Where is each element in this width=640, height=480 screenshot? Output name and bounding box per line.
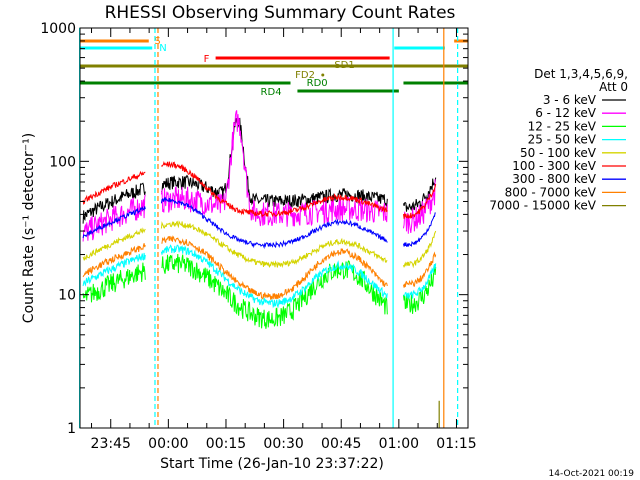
y-tick-label: 10 (58, 288, 76, 304)
flag-label: S (154, 36, 160, 47)
legend-entry-label: 800 - 7000 keV (505, 185, 597, 199)
x-tick-label: 00:00 (148, 436, 188, 452)
series-line (82, 244, 437, 309)
legend-entry-label: 50 - 100 keV (520, 146, 597, 160)
series-line (82, 160, 437, 219)
legend-entry-label: 7000 - 15000 keV (489, 199, 596, 213)
x-tick-label: 01:15 (436, 436, 476, 452)
y-tick-label: 1 (67, 421, 76, 437)
chart-title: RHESSI Observing Summary Count Rates (105, 3, 456, 23)
legend-header-line2: Att 0 (599, 80, 628, 94)
flag-label: RD4 (261, 87, 282, 98)
flag-label: FD2 (295, 70, 315, 81)
y-axis-ticks: 1 10 100 1000 (40, 21, 468, 437)
legend-entry-label: 25 - 50 keV (528, 133, 597, 147)
series-line (82, 196, 436, 250)
plot-frame (79, 27, 469, 429)
legend-header-line1: Det 1,3,4,5,6,9, (534, 67, 628, 81)
flag-label: SD1 (334, 60, 354, 71)
y-tick-label: 1000 (40, 21, 76, 37)
legend-entry-label: 300 - 800 keV (512, 172, 596, 186)
x-tick-label: 01:00 (379, 436, 419, 452)
flag-label: N (159, 43, 166, 54)
x-tick-label: 23:45 (91, 436, 131, 452)
x-axis-ticks: 23:45 00:00 00:15 00:30 00:45 01:00 01:15 (91, 28, 477, 452)
x-tick-label: 00:30 (263, 436, 303, 452)
series-line (82, 235, 437, 300)
y-tick-label: 100 (49, 154, 76, 170)
y-axis-label: Count Rate (s⁻¹ detector⁻¹) (21, 133, 37, 323)
x-tick-label: 00:45 (321, 436, 361, 452)
x-tick-label: 00:15 (206, 436, 246, 452)
legend-entry-label: 12 - 25 keV (528, 119, 597, 133)
flag-label: F (204, 54, 210, 65)
legend-entry-label: 100 - 300 keV (512, 159, 596, 173)
series-lines (82, 110, 437, 329)
x-axis-label: Start Time (26-Jan-10 23:37:22) (160, 456, 384, 472)
footer-date: 14-Oct-2021 00:19 (549, 469, 635, 479)
flag-dot (321, 73, 325, 77)
legend-entry-label: 6 - 12 keV (535, 106, 597, 120)
flag-label: RD0 (307, 78, 328, 89)
legend-entry-label: 3 - 6 keV (543, 93, 597, 107)
series-line (82, 220, 437, 269)
